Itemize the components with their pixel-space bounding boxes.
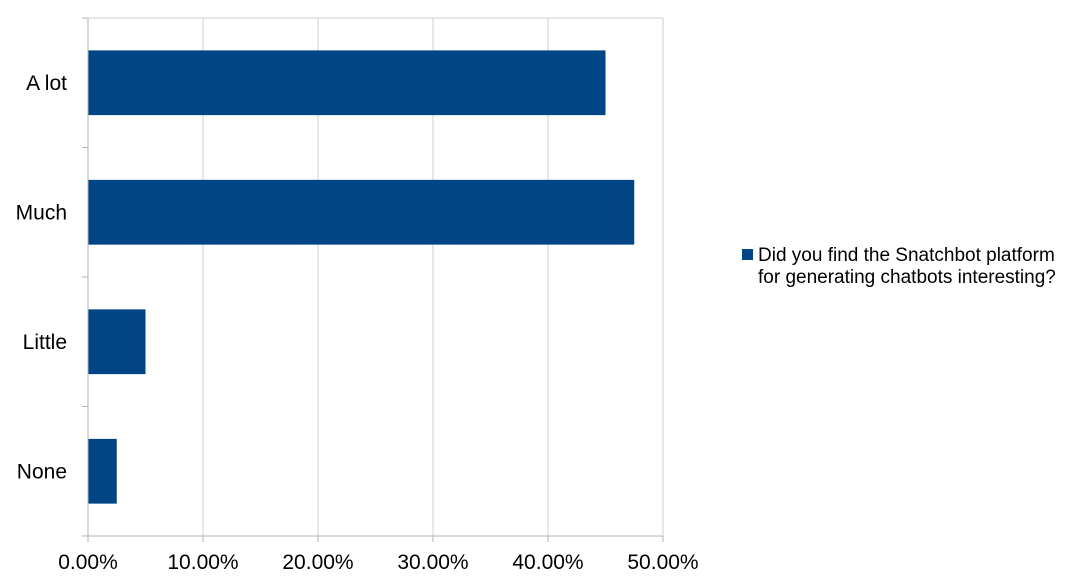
legend-swatch xyxy=(742,249,753,260)
tick-labels: 0.00% 10.00% 20.00% 30.00% 40.00% 50.00% A lot… xyxy=(16,72,699,574)
y-category-label: A lot xyxy=(26,72,67,95)
legend-label: Did you find the Snatchbot platform for … xyxy=(758,245,1056,288)
x-tick-label: 40.00% xyxy=(512,551,583,574)
x-tick-label: 30.00% xyxy=(397,551,468,574)
x-tick-label: 20.00% xyxy=(282,551,353,574)
x-tick-label: 0.00% xyxy=(58,551,118,574)
axes xyxy=(82,17,664,542)
bars xyxy=(88,50,635,504)
legend: Did you find the Snatchbot platform for … xyxy=(742,245,1062,289)
y-category-label: Much xyxy=(16,201,67,224)
x-tick-label: 10.00% xyxy=(167,551,238,574)
x-tick-label: 50.00% xyxy=(627,551,698,574)
bar-little xyxy=(88,309,146,375)
y-category-label: Little xyxy=(23,331,67,354)
bar-a-lot xyxy=(88,50,606,116)
bar-none xyxy=(88,438,117,504)
bar-much xyxy=(88,179,635,245)
y-category-label: None xyxy=(17,460,67,483)
